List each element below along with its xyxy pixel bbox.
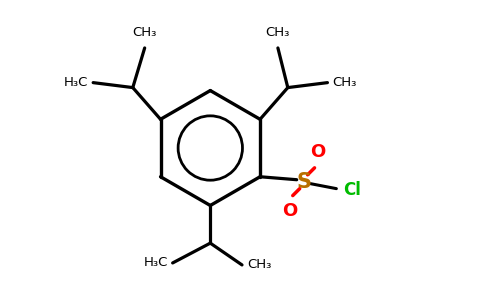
Text: CH₃: CH₃ [333,76,357,89]
Text: Cl: Cl [343,181,361,199]
Text: CH₃: CH₃ [266,26,290,39]
Text: H₃C: H₃C [143,256,167,269]
Text: CH₃: CH₃ [247,258,272,272]
Text: H₃C: H₃C [64,76,88,89]
Text: CH₃: CH₃ [133,26,157,39]
Text: O: O [282,202,297,220]
Text: S: S [296,172,311,192]
Text: O: O [310,143,325,161]
